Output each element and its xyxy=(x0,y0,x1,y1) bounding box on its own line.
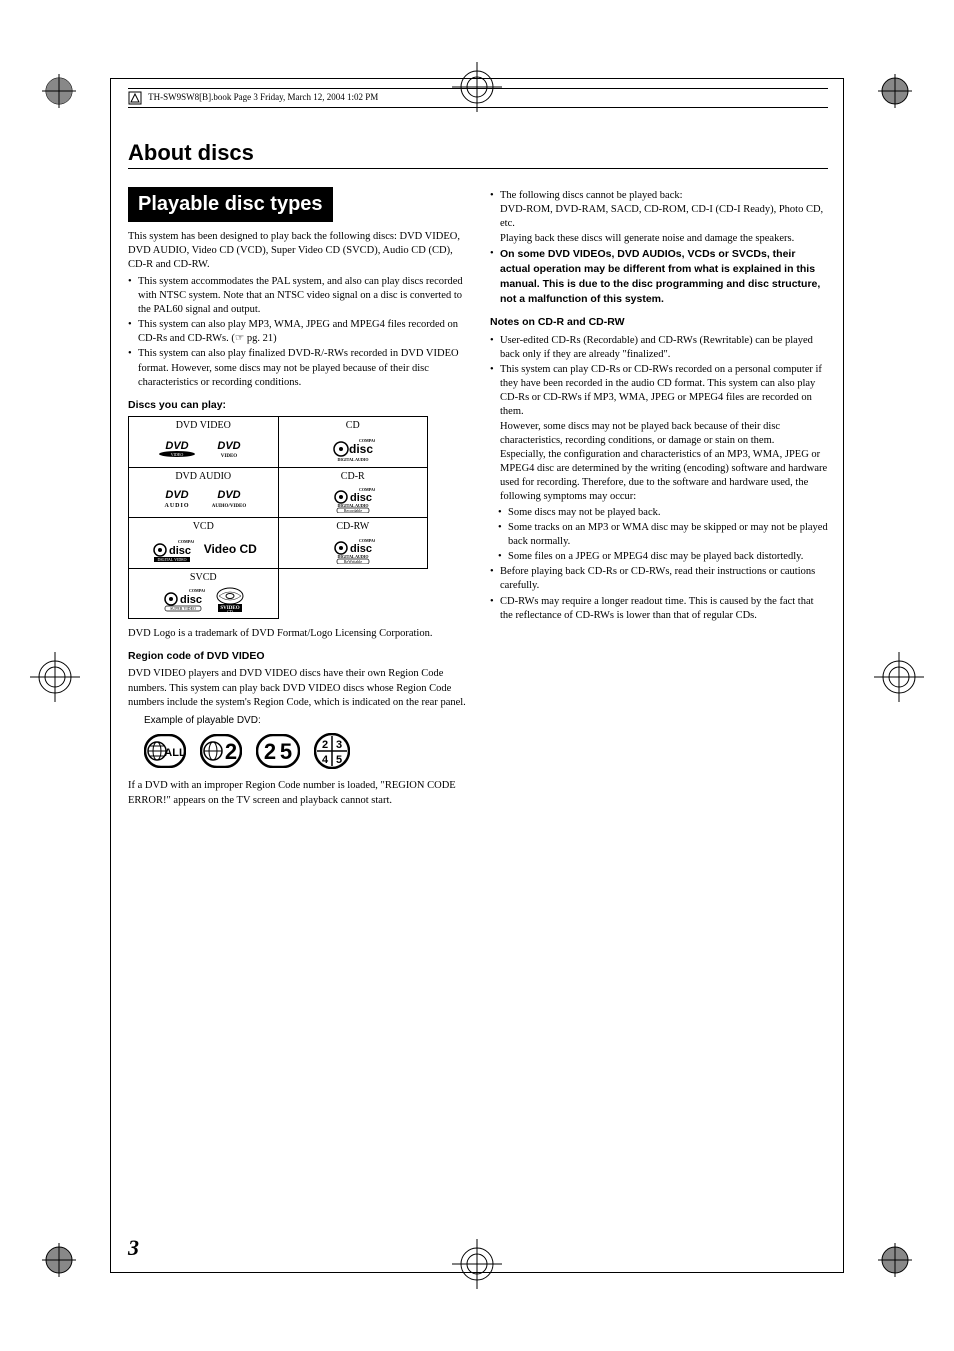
right-bullet-list-2: User-edited CD-Rs (Recordable) and CD-RW… xyxy=(490,334,828,623)
list-item: This system accommodates the PAL system,… xyxy=(128,275,466,318)
region-code-heading: Region code of DVD VIDEO xyxy=(128,649,466,663)
svg-text:disc: disc xyxy=(169,545,191,557)
list-item-bold: On some DVD VIDEOs, DVD AUDIOs, VCDs or … xyxy=(490,247,828,308)
svg-text:3: 3 xyxy=(336,739,342,751)
svg-text:DVD: DVD xyxy=(218,440,241,452)
table-cell: VCDCOMPACTdiscDIGITAL VIDEOVideo CD xyxy=(129,518,279,569)
svg-text:ALL: ALL xyxy=(164,747,186,759)
svg-text:5: 5 xyxy=(336,754,342,766)
table-cell: DVD AUDIODVDAUDIODVDAUDIO/VIDEO xyxy=(129,467,279,518)
discs-you-can-play-heading: Discs you can play: xyxy=(128,398,466,412)
dvd-video-logo-icon: DVD VIDEO xyxy=(208,439,250,459)
svg-text:COMPACT: COMPACT xyxy=(178,539,194,544)
list-item-sub: Some tracks on an MP3 or WMA disc may be… xyxy=(490,521,828,549)
left-bullet-list: This system accommodates the PAL system,… xyxy=(128,275,466,390)
crosshair-left xyxy=(30,652,80,702)
header-stamp-text: TH-SW9SW8[B].book Page 3 Friday, March 1… xyxy=(148,92,378,102)
svg-text:5: 5 xyxy=(280,739,292,764)
list-item: This system can play CD-Rs or CD-RWs rec… xyxy=(490,363,828,505)
svg-text:4: 4 xyxy=(322,754,329,766)
section-heading: Playable disc types xyxy=(128,187,333,222)
list-item: The following discs cannot be played bac… xyxy=(490,189,828,246)
right-bullet-list-1: The following discs cannot be played bac… xyxy=(490,189,828,307)
list-item: CD-RWs may require a longer readout time… xyxy=(490,595,828,623)
list-item-sub: Some discs may not be played back. xyxy=(490,506,828,520)
main-title: About discs xyxy=(128,140,828,169)
left-column: Playable disc types This system has been… xyxy=(128,187,466,810)
header-stamp: TH-SW9SW8[B].book Page 3 Friday, March 1… xyxy=(128,88,828,108)
region-badge-25: 25 xyxy=(256,734,300,768)
cdrw-logo-icon: COMPACTdiscDIGITAL AUDIOReWritable xyxy=(331,536,375,564)
svcd-disc-icon: SVIDEOCD xyxy=(215,586,245,614)
page-content: About discs Playable disc types This sys… xyxy=(128,140,828,810)
intro-paragraph: This system has been designed to play ba… xyxy=(128,230,466,273)
dvd-video-logo-icon: DVDVIDEO xyxy=(156,439,198,459)
dvd-audio-logo-icon: DVD AUDIO/VIDEO xyxy=(208,488,250,510)
list-item: User-edited CD-Rs (Recordable) and CD-RW… xyxy=(490,334,828,362)
svg-text:Recordable: Recordable xyxy=(344,508,362,513)
list-item-sub: Some files on a JPEG or MPEG4 disc may b… xyxy=(490,550,828,564)
svg-text:COMPACT: COMPACT xyxy=(189,588,205,593)
disc-type-table: DVD VIDEODVDVIDEODVDVIDEO CDCOMPACTdiscD… xyxy=(128,416,428,619)
registration-mark-br xyxy=(878,1243,912,1277)
registration-mark-bl xyxy=(42,1243,76,1277)
svg-text:2: 2 xyxy=(264,739,276,764)
region-badge-all: ALL xyxy=(144,734,186,768)
table-cell: SVCDCOMPACTdiscSUPER VIDEOSVIDEOCD xyxy=(129,568,279,619)
right-column: The following discs cannot be played bac… xyxy=(490,187,828,810)
svcd-logo-icon: COMPACTdiscSUPER VIDEO xyxy=(161,586,205,614)
table-cell: CDCOMPACTdiscDIGITAL AUDIO xyxy=(278,417,428,468)
list-item: This system can also play finalized DVD-… xyxy=(128,347,466,390)
vcd-logo-icon: COMPACTdiscDIGITAL VIDEO xyxy=(150,537,194,563)
svg-text:VIDEO: VIDEO xyxy=(221,454,238,459)
svg-text:disc: disc xyxy=(180,594,202,606)
svg-text:DVD: DVD xyxy=(166,440,189,452)
svg-text:SUPER VIDEO: SUPER VIDEO xyxy=(170,606,196,611)
dvd-audio-logo-icon: DVD AUDIO xyxy=(156,488,198,510)
compact-disc-logo-icon: COMPACTdiscDIGITAL AUDIO xyxy=(331,436,375,462)
svg-text:2: 2 xyxy=(322,739,328,751)
region-badge-2345: 2345 xyxy=(314,733,350,769)
table-cell: CD-RWCOMPACTdiscDIGITAL AUDIOReWritable xyxy=(278,518,428,569)
list-item: Before playing back CD-Rs or CD-RWs, rea… xyxy=(490,565,828,593)
region-code-para: DVD VIDEO players and DVD VIDEO discs ha… xyxy=(128,667,466,710)
svg-text:DIGITAL VIDEO: DIGITAL VIDEO xyxy=(157,557,186,562)
registration-mark-tl xyxy=(42,74,76,108)
svg-text:VIDEO: VIDEO xyxy=(171,452,184,457)
svg-text:disc: disc xyxy=(349,442,373,456)
region-error-para: If a DVD with an improper Region Code nu… xyxy=(128,779,466,807)
page-number: 3 xyxy=(128,1235,139,1261)
example-label: Example of playable DVD: xyxy=(144,714,466,728)
svg-text:DVD: DVD xyxy=(218,489,241,501)
svg-text:AUDIO/VIDEO: AUDIO/VIDEO xyxy=(212,504,247,509)
region-badge-2: 2 xyxy=(200,734,242,768)
svg-text:AUDIO: AUDIO xyxy=(165,503,190,509)
svg-text:DVD: DVD xyxy=(166,489,189,501)
table-cell: CD-RCOMPACTdiscDIGITAL AUDIORecordable xyxy=(278,467,428,518)
dvd-logo-note: DVD Logo is a trademark of DVD Format/Lo… xyxy=(128,627,466,641)
cdr-logo-icon: COMPACTdiscDIGITAL AUDIORecordable xyxy=(331,485,375,513)
svg-text:2: 2 xyxy=(225,739,237,764)
crosshair-right xyxy=(874,652,924,702)
svg-text:CD: CD xyxy=(227,609,233,614)
table-cell-empty xyxy=(278,568,428,619)
table-cell: DVD VIDEODVDVIDEODVDVIDEO xyxy=(129,417,279,468)
svg-text:ReWritable: ReWritable xyxy=(344,559,363,564)
notes-heading: Notes on CD-R and CD-RW xyxy=(490,315,828,329)
registration-mark-tr xyxy=(878,74,912,108)
list-item: This system can also play MP3, WMA, JPEG… xyxy=(128,318,466,346)
region-badge-row: ALL 2 25 2345 xyxy=(144,733,466,769)
svg-text:DIGITAL AUDIO: DIGITAL AUDIO xyxy=(337,457,368,462)
